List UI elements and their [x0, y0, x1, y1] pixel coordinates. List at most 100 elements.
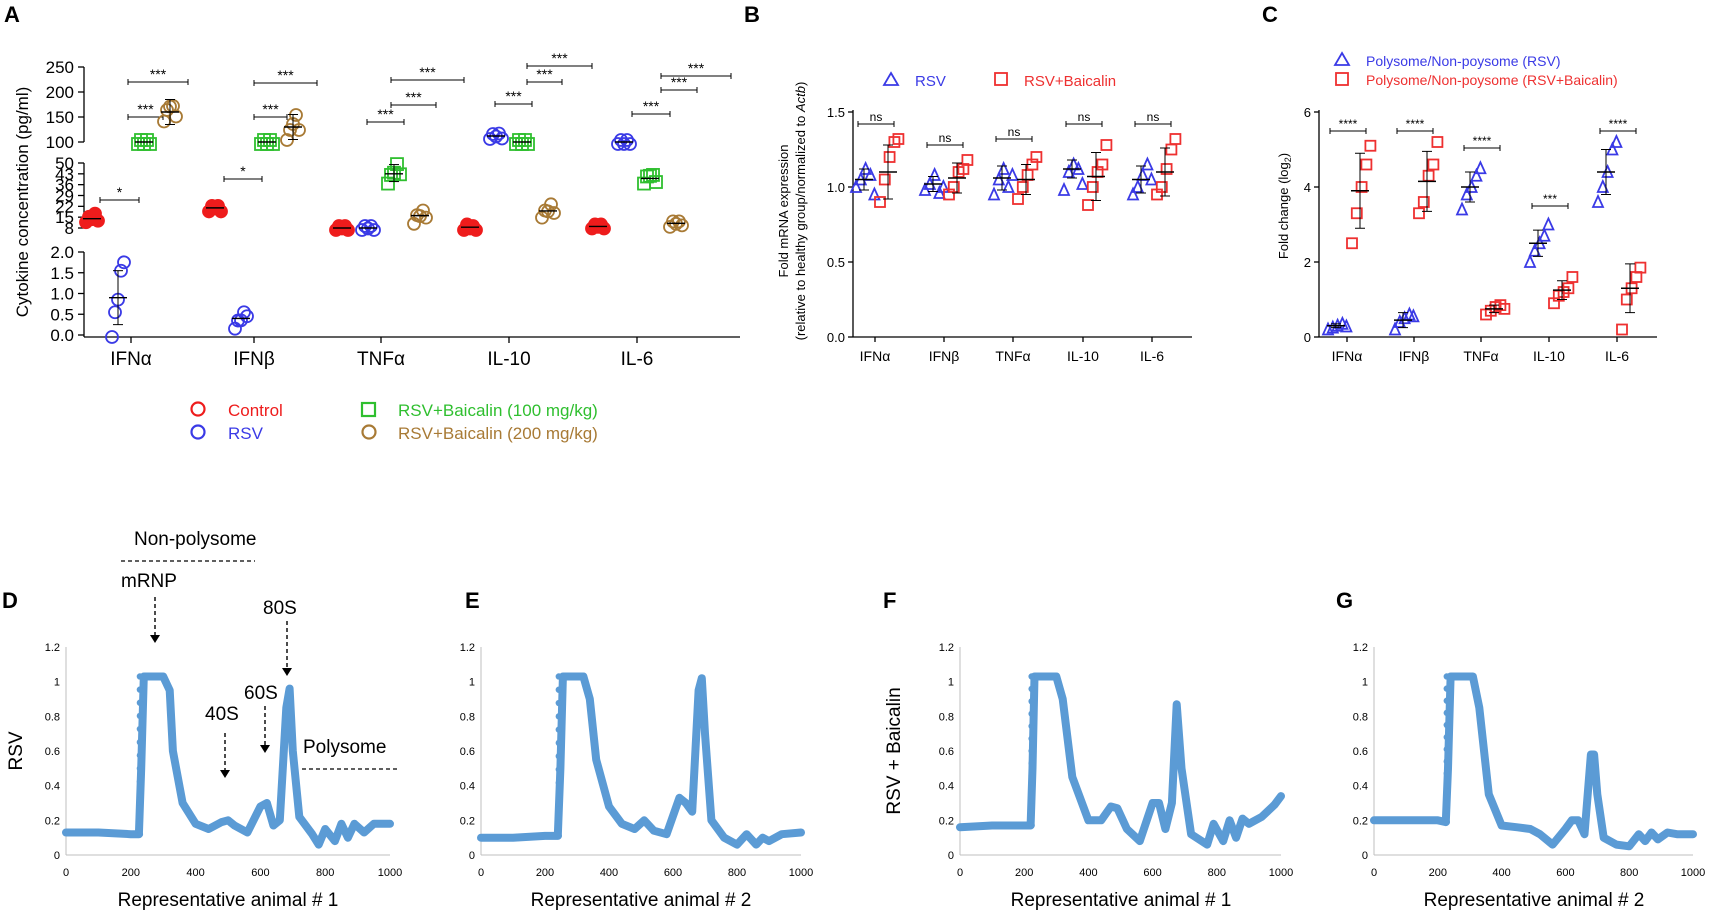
panel-a-sig-label: *** [671, 74, 688, 90]
panel-e-trace-point [555, 699, 562, 707]
panel-c-ylabel-suffix: ) [1276, 153, 1291, 157]
panel-c-y-tick-label: 4 [1304, 180, 1311, 195]
panel-b-point [1096, 158, 1109, 171]
panel-c-y-tick-label: 2 [1304, 255, 1311, 270]
panel-c-ylabel-prefix: Fold change (log [1276, 162, 1291, 259]
panel-g-y-tick-label: 1.2 [1353, 642, 1368, 654]
panel-e-trace-point [555, 673, 562, 680]
panel-a-sig-label: *** [505, 88, 522, 104]
panel-f-trace-point [1028, 785, 1035, 792]
panel-a-point [143, 137, 157, 151]
panel-e-y-tick-label: 1 [469, 677, 475, 689]
annotation-polysome: Polysome [303, 737, 386, 758]
panel-d-trace-point [136, 673, 144, 680]
legend-c-baicalin-label: Polysome/Non-poysome (RSV+Baicalin) [1366, 72, 1618, 88]
panel-b-point [849, 178, 863, 193]
panel-d-annotations: Non-polysome mRNP 80S 60S 40S Polysome [121, 529, 397, 778]
panel-f-trace-point [1028, 809, 1035, 817]
panel-e-trace-point [555, 792, 562, 800]
panel-g-y-tick-label: 0.6 [1353, 746, 1368, 758]
panel-e-trace-point [555, 819, 562, 826]
panel-a-point [419, 210, 433, 225]
panel-a-point [617, 137, 631, 151]
legend-control-label: Control [228, 401, 283, 420]
panel-b-point [1082, 199, 1094, 211]
panel-d-xlabel: Representative animal # 1 [118, 890, 339, 911]
panel-a-point [675, 218, 689, 233]
panel-e-y-tick-label: 1.2 [460, 642, 475, 654]
panel-a-point [518, 133, 532, 147]
panel-a-sig-label: *** [536, 66, 553, 82]
panel-f-x-tick-label: 0 [957, 867, 963, 879]
panel-f-trace-point [1028, 685, 1035, 693]
annotation-mrnp: mRNP [121, 571, 177, 592]
panel-a-y-tick-label: 22 [55, 197, 74, 216]
panel-a-y-tick-label: 29 [55, 187, 74, 206]
panel-a-point [547, 206, 561, 220]
panel-a-point [495, 131, 509, 146]
panel-a-point [140, 133, 154, 147]
panel-b-point [1136, 166, 1149, 181]
panel-d-x-tick-label: 0 [63, 867, 69, 879]
panel-e-trace-point [555, 713, 562, 720]
panel-a-y-tick-label: 43 [55, 165, 74, 184]
legend-b-baicalin-label: RSV+Baicalin [1024, 73, 1116, 90]
panel-f-y-tick-label: 0.8 [939, 711, 954, 723]
panel-g-y-tick-label: 0.2 [1353, 815, 1368, 827]
panel-e-trace-point [555, 726, 562, 733]
panel-b-point [947, 181, 960, 193]
panel-c-ylabel-sub: 2 [1283, 157, 1293, 162]
panel-a-point [646, 168, 660, 182]
panel-c-point [1610, 133, 1623, 148]
panel-e-trace-point [555, 779, 562, 786]
panel-c-sig-label: **** [1406, 117, 1425, 131]
panel-c-point [1616, 323, 1628, 336]
panel-g-y-tick-label: 0.8 [1353, 711, 1368, 723]
panel-d-y-tick-label: 0 [54, 850, 60, 862]
panel-b-point [992, 171, 1006, 186]
panel-e-x-tick-label: 600 [664, 867, 682, 879]
panel-b-category-label: IFNβ [929, 348, 960, 364]
panel-a-y-tick-label: 36 [55, 176, 74, 195]
panel-g-y-tick-label: 1 [1362, 677, 1368, 689]
panel-c-point [1427, 158, 1440, 171]
panel-c-point [1620, 293, 1633, 306]
panel-a-sig-label: *** [262, 101, 279, 117]
panel-e-y-tick-label: 0.2 [460, 815, 475, 827]
panel-b-point [1076, 175, 1089, 190]
panel-d-trace-point [136, 725, 144, 733]
panel-f-x-tick-label: 200 [1015, 867, 1033, 879]
panel-b-y-tick-label: 1.5 [827, 105, 845, 120]
panel-b-sig-label: ns [870, 110, 883, 124]
panel-f-trace-point [1028, 710, 1035, 717]
panel-b-point [1086, 181, 1099, 193]
panel-d-trace-point [136, 686, 144, 693]
panel-a-point [228, 321, 242, 336]
panel-b-point [997, 160, 1010, 175]
panel-f-y-tick-label: 0.2 [939, 815, 954, 827]
panel-a-point [240, 309, 254, 324]
panel-c-point [1398, 310, 1411, 325]
panel-e-x-tick-label: 1000 [789, 867, 813, 879]
panel-c-point [1350, 207, 1363, 220]
panel-g-trace-point [1443, 685, 1450, 692]
panel-d-label: D [2, 588, 18, 613]
panel-a-ylabel: Cytokine concentration (pg/ml) [13, 87, 32, 318]
panel-a-y-tick-label: 250 [46, 58, 74, 77]
panel-c-point [1470, 167, 1483, 182]
panel-b-category-label: IL-10 [1067, 348, 1099, 364]
panel-c-point [1413, 207, 1425, 220]
panel-d-trace-point [136, 791, 144, 798]
panel-g-trace-point [1443, 721, 1450, 729]
panel-g-chart: 0 0.2 0.4 0.6 0.8 1 1.2 0 200 400 600 800 1000 Repres… [1353, 642, 1706, 911]
panel-a-y-tick-label: 100 [46, 133, 74, 152]
panel-e-trace [477, 672, 805, 849]
panel-b-point [1160, 163, 1173, 175]
panel-g-xlabel: Representative animal # 2 [1424, 890, 1645, 911]
panel-g-x-tick-label: 0 [1371, 867, 1377, 879]
legend-control-marker [190, 401, 206, 417]
legend-rsv-label: RSV [228, 424, 264, 443]
panel-a-sig-label: *** [405, 89, 422, 105]
panel-b-sig-label: ns [939, 131, 952, 145]
